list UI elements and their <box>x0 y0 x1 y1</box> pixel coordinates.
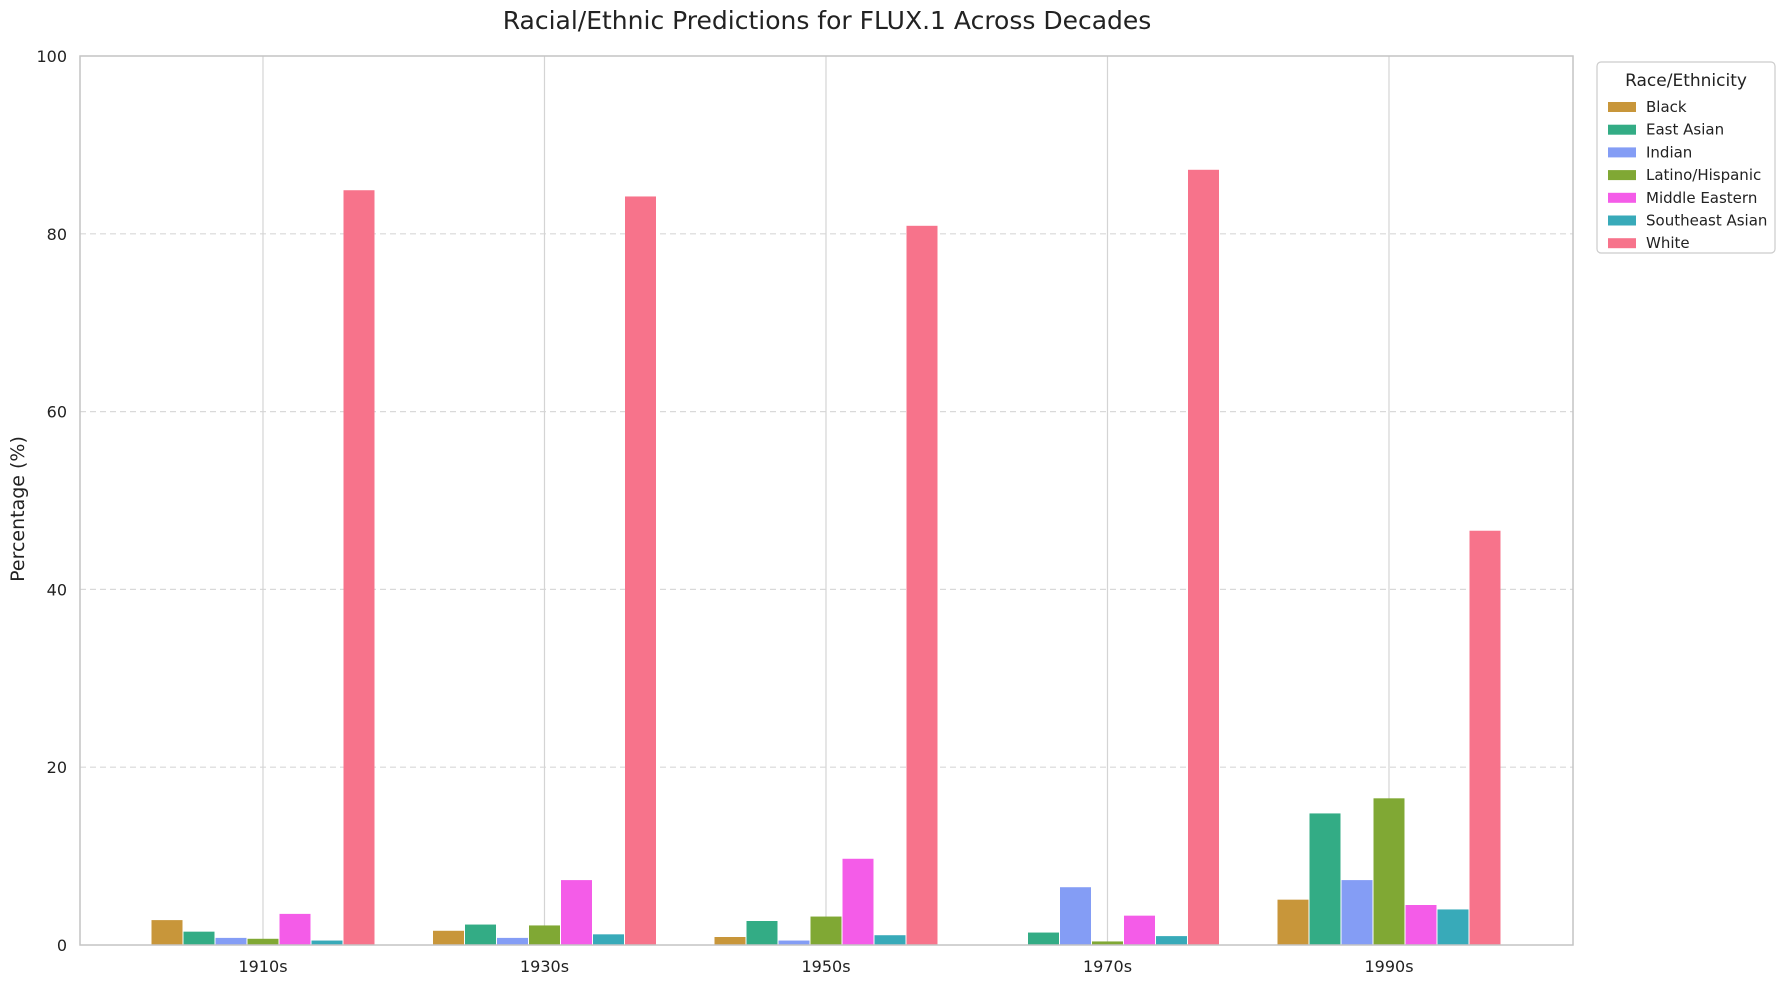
legend-swatch <box>1608 102 1636 112</box>
bar-indian-1930s <box>497 937 528 945</box>
legend-swatch <box>1608 124 1636 135</box>
legend-swatch <box>1608 215 1636 226</box>
legend-entry: East Asian <box>1646 121 1724 139</box>
bar-indian-1970s <box>1060 887 1091 945</box>
legend-entry: Southeast Asian <box>1646 212 1767 230</box>
bar-southeast-asian-1970s <box>1156 936 1187 945</box>
chart-title: Racial/Ethnic Predictions for FLUX.1 Acr… <box>503 6 1152 35</box>
bar-white-1990s <box>1469 530 1501 945</box>
bar-middle-eastern-1950s <box>842 858 874 945</box>
bar-white-1910s <box>343 190 375 946</box>
legend: Race/Ethnicity Black East Asian Indian Latin… <box>1596 61 1776 254</box>
plot-area: 0 20 40 60 80 100 1910s 1930s 1950s 1970s 1990s <box>36 47 1574 976</box>
legend-swatch <box>1608 192 1636 203</box>
x-tick-label: 1990s <box>1364 957 1413 976</box>
bar-indian-1990s <box>1341 880 1373 945</box>
y-tick-label: 20 <box>47 758 67 777</box>
bar-middle-eastern-1910s <box>279 913 311 945</box>
bar-latino-hispanic-1910s <box>247 938 279 945</box>
bar-east-asian-1930s <box>465 924 496 945</box>
x-tick-label: 1930s <box>520 957 569 976</box>
legend-title: Race/Ethnicity <box>1625 71 1747 91</box>
bar-middle-eastern-1970s <box>1124 915 1155 945</box>
legend-entry: Middle Eastern <box>1646 189 1757 207</box>
plot-frame <box>79 55 1574 946</box>
y-tick-label: 100 <box>36 47 67 66</box>
bar-indian-1950s <box>778 940 810 945</box>
bar-latino-hispanic-1950s <box>810 916 842 945</box>
x-tick-label: 1950s <box>801 957 850 976</box>
legend-entry: White <box>1646 234 1690 252</box>
legend-swatch <box>1608 238 1636 249</box>
bar-white-1930s <box>625 196 656 945</box>
bar-latino-hispanic-1970s <box>1092 941 1123 945</box>
x-tick-label: 1910s <box>238 957 287 976</box>
bar-southeast-asian-1910s <box>311 940 343 945</box>
legend-swatch <box>1608 170 1636 181</box>
bar-east-asian-1990s <box>1309 813 1341 945</box>
bar-black-1910s <box>151 920 183 945</box>
bar-black-1990s <box>1277 899 1309 945</box>
legend-entry: Latino/Hispanic <box>1646 166 1761 184</box>
bar-southeast-asian-1990s <box>1437 909 1469 945</box>
y-tick-label: 0 <box>57 936 67 955</box>
bar-white-1950s <box>906 225 938 946</box>
x-tick-label: 1970s <box>1083 957 1132 976</box>
legend-box <box>1596 61 1776 254</box>
bar-middle-eastern-1930s <box>561 880 592 945</box>
bar-latino-hispanic-1990s <box>1373 798 1405 945</box>
bar-middle-eastern-1990s <box>1405 905 1437 945</box>
legend-entry: Indian <box>1646 143 1692 161</box>
bar-east-asian-1970s <box>1028 932 1059 945</box>
bar-black-1950s <box>714 937 746 945</box>
y-axis-label: Percentage (%) <box>7 436 29 582</box>
bar-southeast-asian-1950s <box>874 935 906 945</box>
legend-entry: Black <box>1646 98 1687 116</box>
bar-southeast-asian-1930s <box>593 934 624 945</box>
bar-latino-hispanic-1930s <box>529 925 560 945</box>
bar-black-1930s <box>433 930 464 945</box>
legend-swatch <box>1608 147 1636 158</box>
bar-white-1970s <box>1188 169 1219 946</box>
y-tick-label: 40 <box>47 580 67 599</box>
y-tick-label: 80 <box>47 225 67 244</box>
bar-east-asian-1950s <box>746 921 778 945</box>
y-tick-label: 60 <box>47 403 67 422</box>
bar-indian-1910s <box>215 937 247 945</box>
bar-east-asian-1910s <box>183 931 215 945</box>
